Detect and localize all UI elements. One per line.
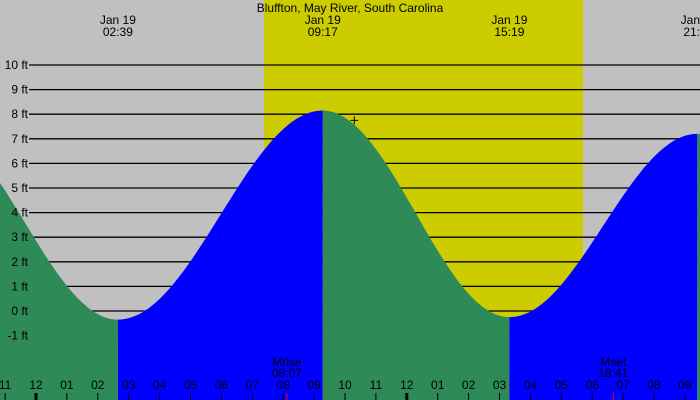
x-tick-label: 05 xyxy=(555,378,569,392)
x-tick-label: 01 xyxy=(431,378,445,392)
extreme-date-label: Jan xyxy=(681,13,700,27)
moon-event-label: Mrise xyxy=(272,355,302,369)
x-axis: 11 12 01 02 03 04 05 06 07 08 09 10 11 12 01 02 03 04 05 06… xyxy=(0,378,692,400)
x-tick-label: 08 xyxy=(647,378,661,392)
moon-event-time: 08:07 xyxy=(272,366,302,380)
y-tick-label: 5 ft xyxy=(11,181,28,195)
x-tick-label: 02 xyxy=(91,378,105,392)
rising-tide-area xyxy=(117,110,323,400)
falling-tide-area xyxy=(697,133,700,400)
current-time-marker xyxy=(350,116,359,125)
x-tick-label: 12 xyxy=(29,378,43,392)
rising-tide-area xyxy=(509,133,698,400)
x-tick-label: 10 xyxy=(338,378,352,392)
chart-title: Bluffton, May River, South Carolina xyxy=(257,1,444,15)
x-tick-label: 08 xyxy=(277,378,291,392)
x-tick-label: 04 xyxy=(153,378,167,392)
y-tick-label: -1 ft xyxy=(7,329,28,343)
y-axis-labels: 10 ft 9 ft 8 ft 7 ft 6 ft 5 ft 4 ft 3 ft 2 ft 1 f… xyxy=(5,58,29,343)
falling-tide-area xyxy=(0,182,118,400)
y-tick-label: 9 ft xyxy=(11,83,28,97)
extreme-time-label: 09:17 xyxy=(308,25,338,39)
crosshair-icon xyxy=(350,116,359,125)
y-tick-label: 10 ft xyxy=(5,58,29,72)
x-tick-label: 11 xyxy=(370,378,383,392)
y-tick-label: 8 ft xyxy=(11,107,28,121)
extreme-date-label: Jan 19 xyxy=(100,13,136,27)
x-tick-label: 04 xyxy=(524,378,538,392)
x-tick-label: 07 xyxy=(616,378,630,392)
x-tick-label: 05 xyxy=(184,378,198,392)
y-tick-label: 6 ft xyxy=(11,156,28,170)
x-tick-label: 09 xyxy=(678,378,692,392)
x-tick-label: 02 xyxy=(462,378,476,392)
extreme-date-label: Jan 19 xyxy=(491,13,527,27)
y-tick-label: 1 ft xyxy=(11,279,28,293)
x-tick-label: 03 xyxy=(122,378,136,392)
x-tick-label: 06 xyxy=(215,378,229,392)
y-tick-label: 2 ft xyxy=(11,255,28,269)
moon-event-label: Mset xyxy=(600,355,627,369)
extreme-time-label: 15:19 xyxy=(494,25,524,39)
x-tick-label: 07 xyxy=(246,378,260,392)
x-tick-label: 09 xyxy=(307,378,321,392)
moon-event-time: 18:41 xyxy=(598,366,628,380)
tide-area-layer xyxy=(0,110,700,400)
x-tick-label: 03 xyxy=(493,378,507,392)
y-tick-label: 0 ft xyxy=(11,304,28,318)
y-tick-label: 7 ft xyxy=(11,132,28,146)
y-tick-label: 3 ft xyxy=(11,230,28,244)
falling-tide-area xyxy=(322,110,510,400)
extreme-date-label: Jan 19 xyxy=(305,13,341,27)
x-tick-label: 11 xyxy=(0,378,12,392)
y-tick-label: 4 ft xyxy=(11,206,28,220)
x-tick-label: 06 xyxy=(586,378,600,392)
extreme-time-label: 02:39 xyxy=(103,25,133,39)
x-tick-label: 12 xyxy=(400,378,414,392)
x-tick-label: 01 xyxy=(60,378,74,392)
extreme-time-label: 21: xyxy=(683,25,700,39)
